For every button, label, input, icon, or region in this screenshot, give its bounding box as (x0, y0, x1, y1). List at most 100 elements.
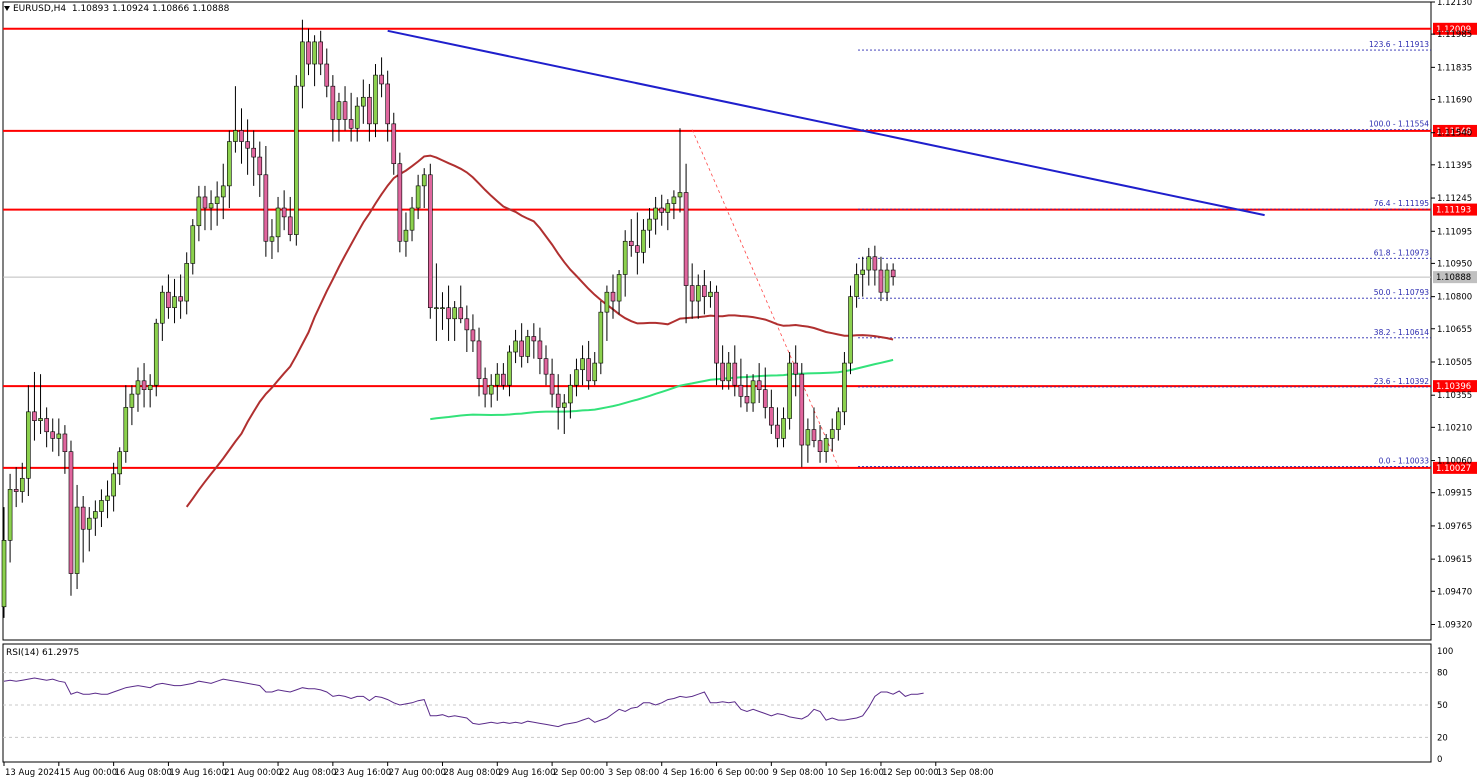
candle-body-bull (123, 407, 129, 453)
candle-body-bear (464, 318, 470, 331)
candle-body-bull (568, 384, 573, 404)
candle-body-bull (671, 196, 677, 204)
candle-body-bear (799, 373, 805, 446)
price-tag-label: 1.11193 (1436, 206, 1471, 216)
candle-body-bull (641, 229, 646, 253)
y-axis-tick-label: 1.11095 (1437, 227, 1472, 237)
x-axis-tick-label: 13 Sep 08:00 (937, 768, 994, 778)
candle-body-bull (434, 307, 439, 310)
candle-body-bear (50, 431, 56, 439)
candle-body-bull (7, 489, 13, 541)
candle-body-bear (397, 163, 403, 242)
candle-body-bear (689, 285, 695, 302)
candle-body-bear (251, 147, 256, 158)
candle-body-bull (86, 517, 92, 530)
y-axis-tick-label: 1.11245 (1437, 194, 1472, 204)
candle-body-bear (446, 307, 451, 320)
candle-body-bull (117, 451, 123, 475)
candle-body-bear (659, 207, 665, 213)
y-axis-tick-label: 1.10950 (1437, 259, 1472, 269)
x-axis-tick-label: 29 Aug 16:00 (498, 768, 555, 778)
price-tag-label: 1.11548 (1436, 127, 1471, 137)
y-axis-tick-label: 1.10800 (1437, 293, 1472, 303)
y-axis-tick-label: 1.11985 (1437, 30, 1472, 40)
x-axis-tick-label: 4 Sep 16:00 (663, 768, 714, 778)
candle-body-bull (494, 373, 500, 386)
candle-body-bear (872, 256, 878, 271)
x-axis-tick-label: 19 Aug 16:00 (169, 768, 226, 778)
y-axis-tick-label: 1.11540 (1437, 129, 1472, 139)
candle-body-bear (482, 378, 488, 395)
candle-body-bear (318, 41, 323, 65)
candle-body-bear (239, 130, 244, 142)
candle-body-bull (373, 74, 378, 125)
candle-body-bear (141, 380, 147, 390)
rsi-level-label: 50 (1437, 701, 1448, 711)
candle-body-bull (172, 296, 177, 309)
y-axis-tick-label: 1.10655 (1437, 325, 1472, 335)
candle-body-bull (622, 240, 628, 275)
price-tag-bg (1433, 380, 1477, 393)
collapse-triangle-icon[interactable] (4, 6, 10, 11)
candle-body-bear (427, 174, 433, 309)
candle-body-bull (561, 402, 567, 408)
price-tag-bg (1433, 461, 1477, 474)
candle-body-bear (470, 329, 476, 342)
rsi-level-label: 100 (1437, 647, 1453, 657)
candle-body-bull (452, 307, 457, 320)
fib-level-label: 38.2 - 1.10614 (1374, 328, 1429, 337)
candle-body-bull (829, 429, 835, 439)
candle-body-bull (38, 418, 43, 421)
candle-body-bear (367, 96, 372, 125)
candle-body-bear (817, 440, 823, 453)
y-axis-tick-label: 1.10505 (1437, 358, 1472, 368)
candle-body-bear (458, 307, 464, 320)
candle-body-bear (379, 74, 384, 85)
candle-body-bull (750, 380, 756, 404)
candle-body-bear (330, 85, 336, 120)
chart-header: EURUSD,H4 1.10893 1.10924 1.10866 1.1088… (4, 3, 229, 15)
candle-body-bull (93, 511, 98, 519)
fib-level-label: 76.4 - 1.11195 (1374, 199, 1429, 208)
y-axis-tick-label: 1.10060 (1437, 457, 1472, 467)
candle-body-bear (62, 433, 68, 453)
candle-body-bear (793, 362, 799, 375)
candle-body-bull (708, 291, 713, 297)
x-axis-tick-label: 28 Aug 08:00 (443, 768, 500, 778)
candle-body-bear (178, 296, 183, 302)
candle-body-bull (695, 285, 701, 302)
candle-body-bull (440, 307, 445, 310)
rsi-level-label: 0 (1437, 755, 1442, 765)
candle-body-bull (129, 393, 135, 408)
candle-body-bull (336, 101, 342, 120)
rsi-indicator-label: RSI(14) 61.2975 (6, 648, 80, 658)
y-axis-tick-label: 1.09470 (1437, 587, 1472, 597)
candle-body-bull (294, 85, 299, 235)
candle-body-bull (99, 500, 104, 512)
candle-body-bear (531, 336, 537, 342)
y-axis-tick-label: 1.10355 (1437, 391, 1472, 401)
candle-body-bear (586, 358, 591, 382)
candle-body-bear (32, 411, 37, 421)
x-axis-tick-label: 12 Sep 00:00 (882, 768, 939, 778)
candle-body-bull (74, 506, 80, 574)
x-axis-tick-label: 13 Aug 2024 (5, 768, 59, 778)
moving-average-fast (185, 154, 894, 508)
y-axis-tick-label: 1.12130 (1437, 0, 1472, 8)
candle-body-bull (111, 473, 116, 497)
price-tag-bg (1433, 203, 1477, 216)
candle-body-bull (860, 269, 865, 275)
y-axis-tick-label: 1.09615 (1437, 555, 1472, 565)
candle-body-bear (245, 141, 250, 149)
candle-body-bull (409, 207, 415, 231)
x-axis-tick-label: 16 Aug 08:00 (115, 768, 172, 778)
candle-body-bull (153, 322, 159, 386)
y-axis-tick-label: 1.11690 (1437, 95, 1472, 105)
fib-level-label: 100.0 - 1.11554 (1369, 120, 1429, 129)
candle-body-bull (805, 429, 811, 446)
x-axis-tick-label: 21 Aug 00:00 (224, 768, 281, 778)
current-price-tag-bg (1433, 271, 1477, 284)
fib-level-label: 61.8 - 1.10973 (1374, 248, 1429, 257)
candle-body-bull (208, 203, 214, 209)
